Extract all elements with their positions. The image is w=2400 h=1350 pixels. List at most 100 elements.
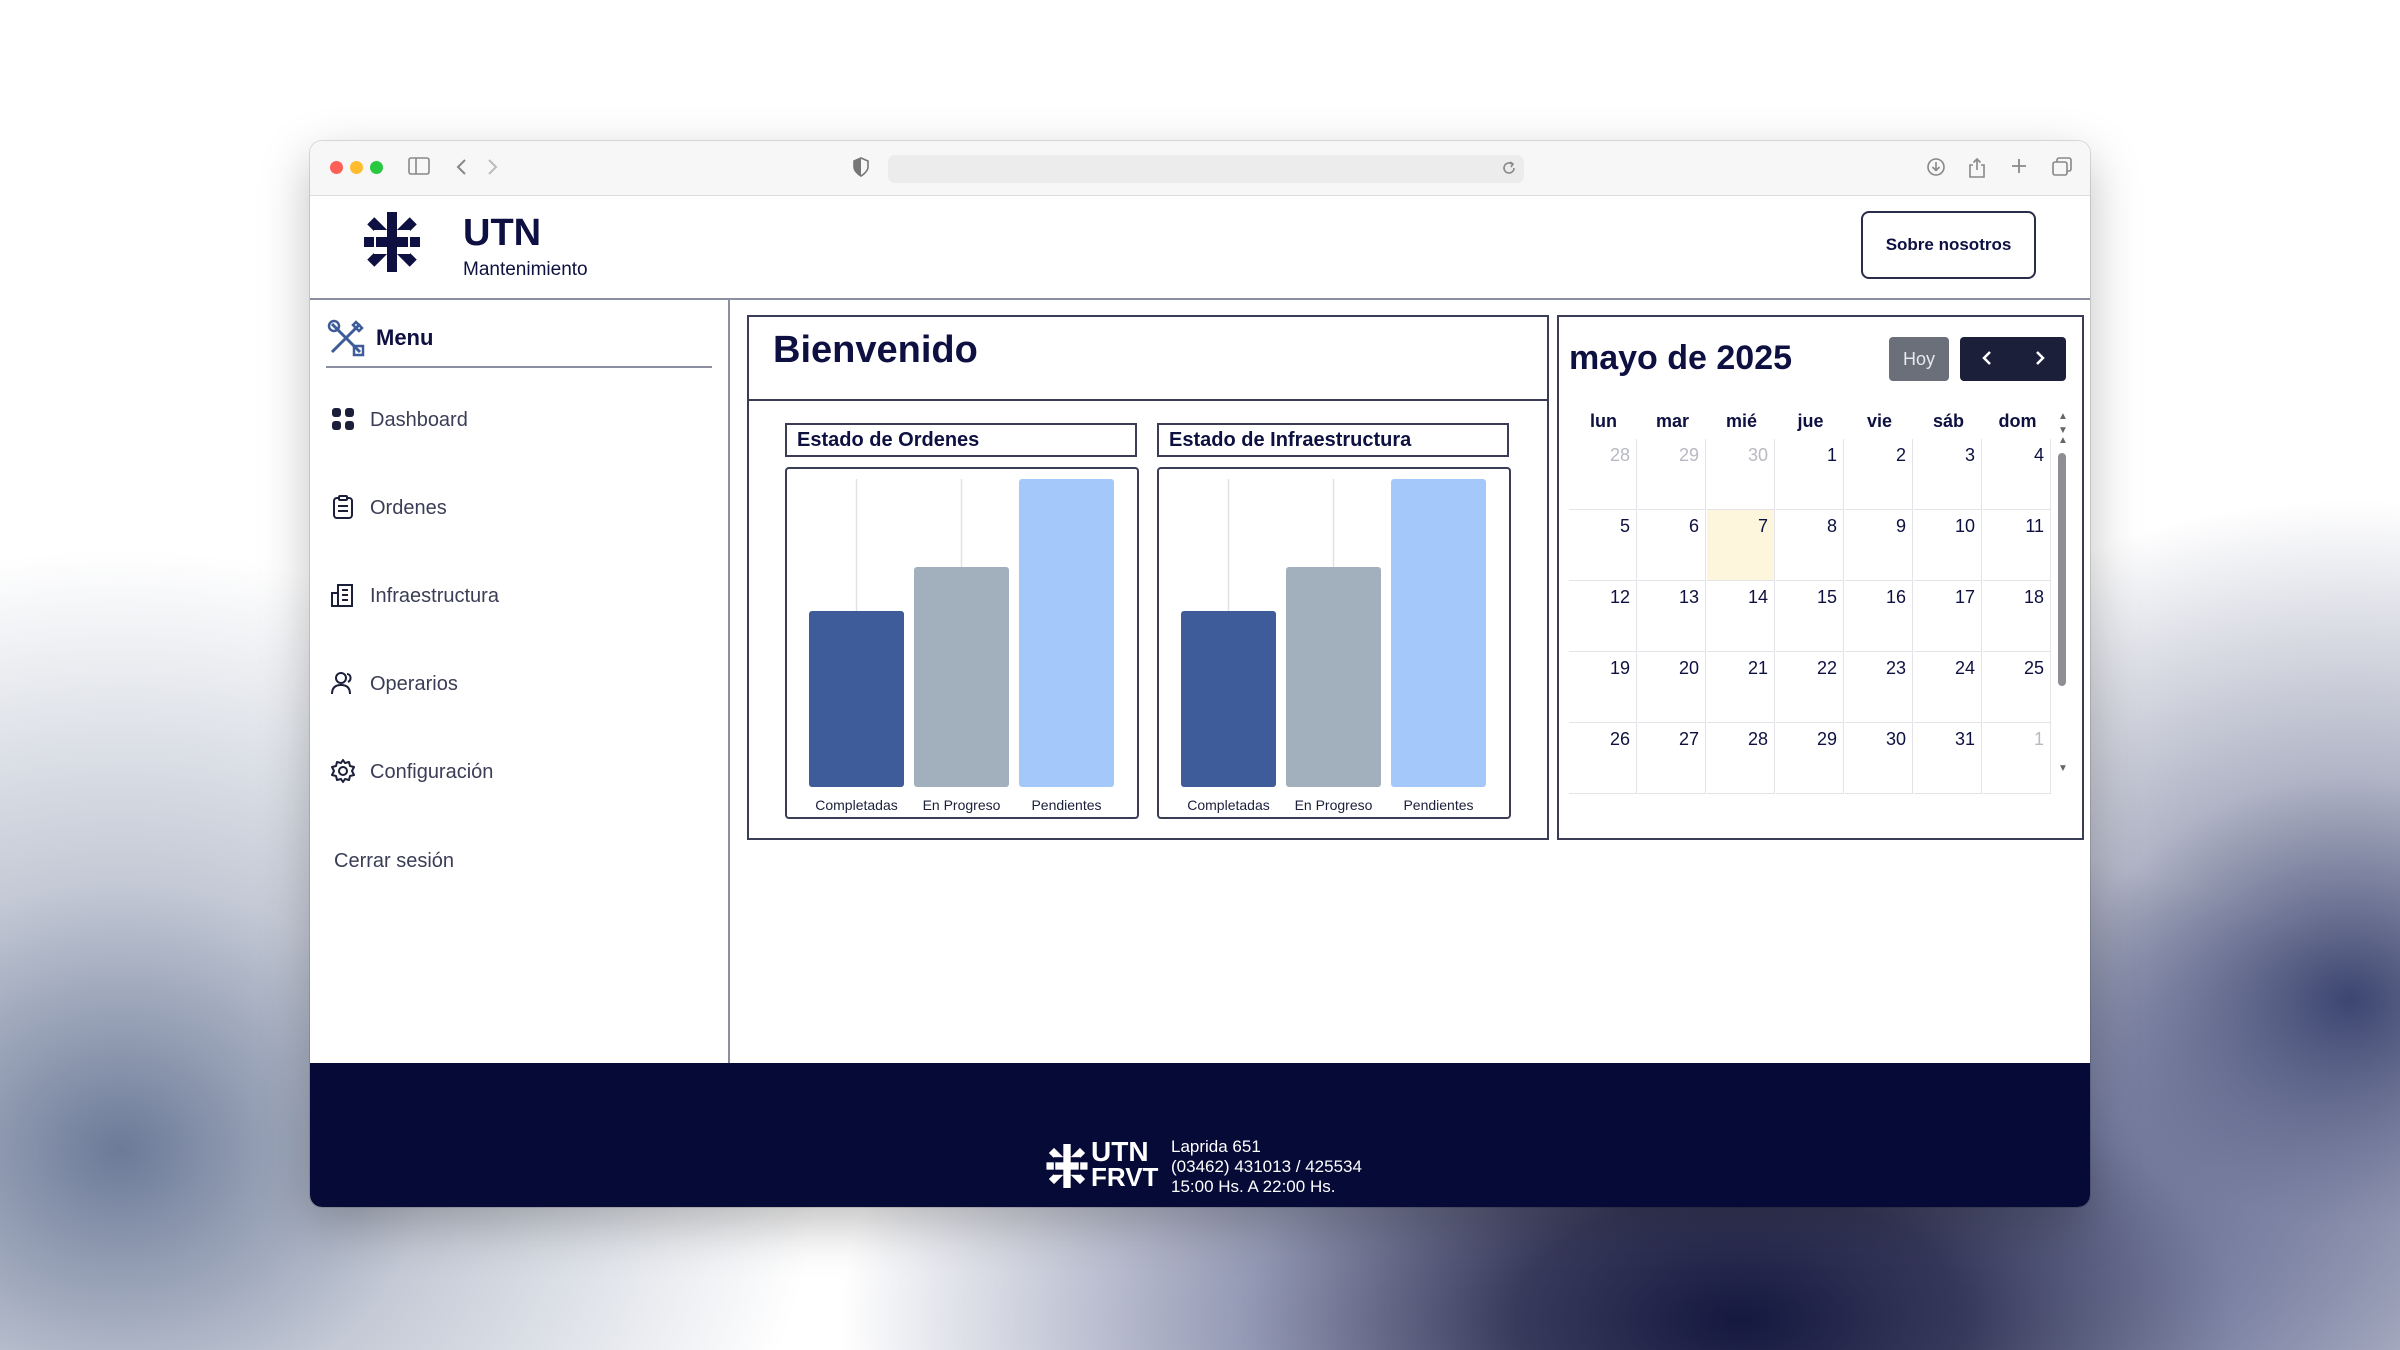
chart-bar[interactable] [1019,479,1114,787]
zoom-window-button[interactable] [370,161,383,174]
footer-phone: (03462) 431013 / 425534 [1171,1157,1362,1176]
weekday-header: sáb [1932,411,1965,431]
calendar-day[interactable]: 29 [1776,723,1844,794]
calendar: mayo de 2025 Hoy lun mar mié jue vie sáb dom 28… [1557,315,2084,840]
calendar-day[interactable]: 1 [1983,723,2051,794]
calendar-day[interactable]: 17 [1914,581,1982,652]
weekday-header: jue [1797,411,1824,431]
chart-category-label: Pendientes [1031,797,1101,813]
chart-bar[interactable] [809,611,904,787]
calendar-day[interactable]: 14 [1707,581,1775,652]
calendar-day[interactable]: 28 [1707,723,1775,794]
calendar-scrollbar-thumb[interactable] [2058,453,2066,686]
nav-item-operarios[interactable]: Operarios [330,664,710,704]
forward-icon[interactable] [486,157,500,181]
browser-toolbar [310,141,2090,196]
chart-title-ordenes: Estado de Ordenes [785,423,1137,457]
calendar-day[interactable]: 1 [1776,439,1844,510]
chart-bar[interactable] [1391,479,1486,787]
gear-icon [330,758,356,784]
close-window-button[interactable] [330,161,343,174]
logout-link[interactable]: Cerrar sesión [334,850,455,872]
calendar-day[interactable]: 12 [1569,581,1637,652]
menu-label: Menu [376,325,434,350]
prev-month-button[interactable] [1960,337,2013,381]
scroll-up-small-icon[interactable]: ▲ [2058,435,2068,446]
minimize-window-button[interactable] [350,161,363,174]
scroll-up-icon[interactable]: ▲ [2058,411,2068,422]
browser-window: UTN Mantenimiento Sobre nosotros Menu Da… [310,141,2090,1207]
chart-ordenes-svg: Completadas En Progreso Pendientes [809,479,1114,813]
next-month-button[interactable] [2013,337,2066,381]
calendar-day[interactable]: 20 [1638,652,1706,723]
chart-title-infraestructura: Estado de Infraestructura [1157,423,1509,457]
brand-title: UTN [463,212,542,254]
weekday-header: vie [1866,411,1893,431]
address-bar[interactable] [888,155,1524,183]
calendar-day[interactable]: 30 [1845,723,1913,794]
calendar-day[interactable]: 13 [1638,581,1706,652]
tab-overview-icon[interactable] [2052,157,2072,181]
nav-item-configuracion[interactable]: Configuración [330,752,710,792]
calendar-title: mayo de 2025 [1569,339,1793,377]
calendar-day[interactable]: 19 [1569,652,1637,723]
sidebar: Menu Dashboard Ordenes Infraestructura O… [310,300,730,1063]
calendar-day[interactable]: 2 [1845,439,1913,510]
calendar-day[interactable]: 10 [1914,510,1982,581]
calendar-day[interactable]: 4 [1983,439,2051,510]
privacy-shield-icon[interactable] [853,157,869,181]
building-icon [330,582,356,608]
chart-infraestructura: Completadas En Progreso Pendientes [1157,467,1511,819]
weekday-header: lun [1590,411,1617,431]
calendar-day[interactable]: 23 [1845,652,1913,723]
chart-bar[interactable] [914,567,1009,787]
nav-item-infraestructura[interactable]: Infraestructura [330,576,710,616]
calendar-day[interactable]: 22 [1776,652,1844,723]
calendar-day[interactable]: 28 [1569,439,1637,510]
calendar-day[interactable]: 11 [1983,510,2051,581]
scroll-down-icon[interactable]: ▼ [2058,763,2068,774]
new-tab-icon[interactable] [2010,157,2028,179]
calendar-day[interactable]: 24 [1914,652,1982,723]
chart-bar[interactable] [1181,611,1276,787]
download-icon[interactable] [1926,157,1946,181]
footer: UTN FRVT Laprida 651 (03462) 431013 / 42… [310,1063,2090,1207]
sidebar-toggle-icon[interactable] [408,157,430,179]
chart-category-label: Pendientes [1403,797,1473,813]
welcome-panel: Bienvenido Estado de Ordenes Estado de I… [747,315,1549,840]
chart-category-label: En Progreso [1295,797,1373,813]
app-header: UTN Mantenimiento Sobre nosotros [310,196,2090,300]
calendar-day-today[interactable]: 7 [1707,510,1775,581]
back-icon[interactable] [454,157,468,181]
calendar-day[interactable]: 18 [1983,581,2051,652]
footer-logo-utn: UTN [1091,1136,1149,1167]
about-us-button[interactable]: Sobre nosotros [1861,211,2036,279]
calendar-day[interactable]: 3 [1914,439,1982,510]
weekday-header: mié [1725,411,1758,431]
chart-category-label: Completadas [815,797,898,813]
calendar-day[interactable]: 31 [1914,723,1982,794]
today-button[interactable]: Hoy [1889,337,1949,381]
reload-icon[interactable] [1500,159,1518,182]
nav-item-ordenes[interactable]: Ordenes [330,488,710,528]
calendar-day[interactable]: 21 [1707,652,1775,723]
calendar-day[interactable]: 30 [1707,439,1775,510]
utn-logo-icon[interactable] [362,210,422,279]
calendar-day[interactable]: 29 [1638,439,1706,510]
calendar-day[interactable]: 16 [1845,581,1913,652]
calendar-day[interactable]: 9 [1845,510,1913,581]
chart-category-label: Completadas [1187,797,1270,813]
chart-bar[interactable] [1286,567,1381,787]
calendar-day[interactable]: 15 [1776,581,1844,652]
calendar-day[interactable]: 6 [1638,510,1706,581]
chart-ordenes: Completadas En Progreso Pendientes [785,467,1139,819]
users-icon [330,670,356,696]
calendar-day[interactable]: 25 [1983,652,2051,723]
calendar-day[interactable]: 26 [1569,723,1637,794]
calendar-day[interactable]: 8 [1776,510,1844,581]
nav-item-dashboard[interactable]: Dashboard [330,400,710,440]
calendar-day[interactable]: 27 [1638,723,1706,794]
scroll-down-small-icon[interactable]: ▼ [2058,425,2068,436]
share-icon[interactable] [1968,157,1986,183]
calendar-day[interactable]: 5 [1569,510,1637,581]
